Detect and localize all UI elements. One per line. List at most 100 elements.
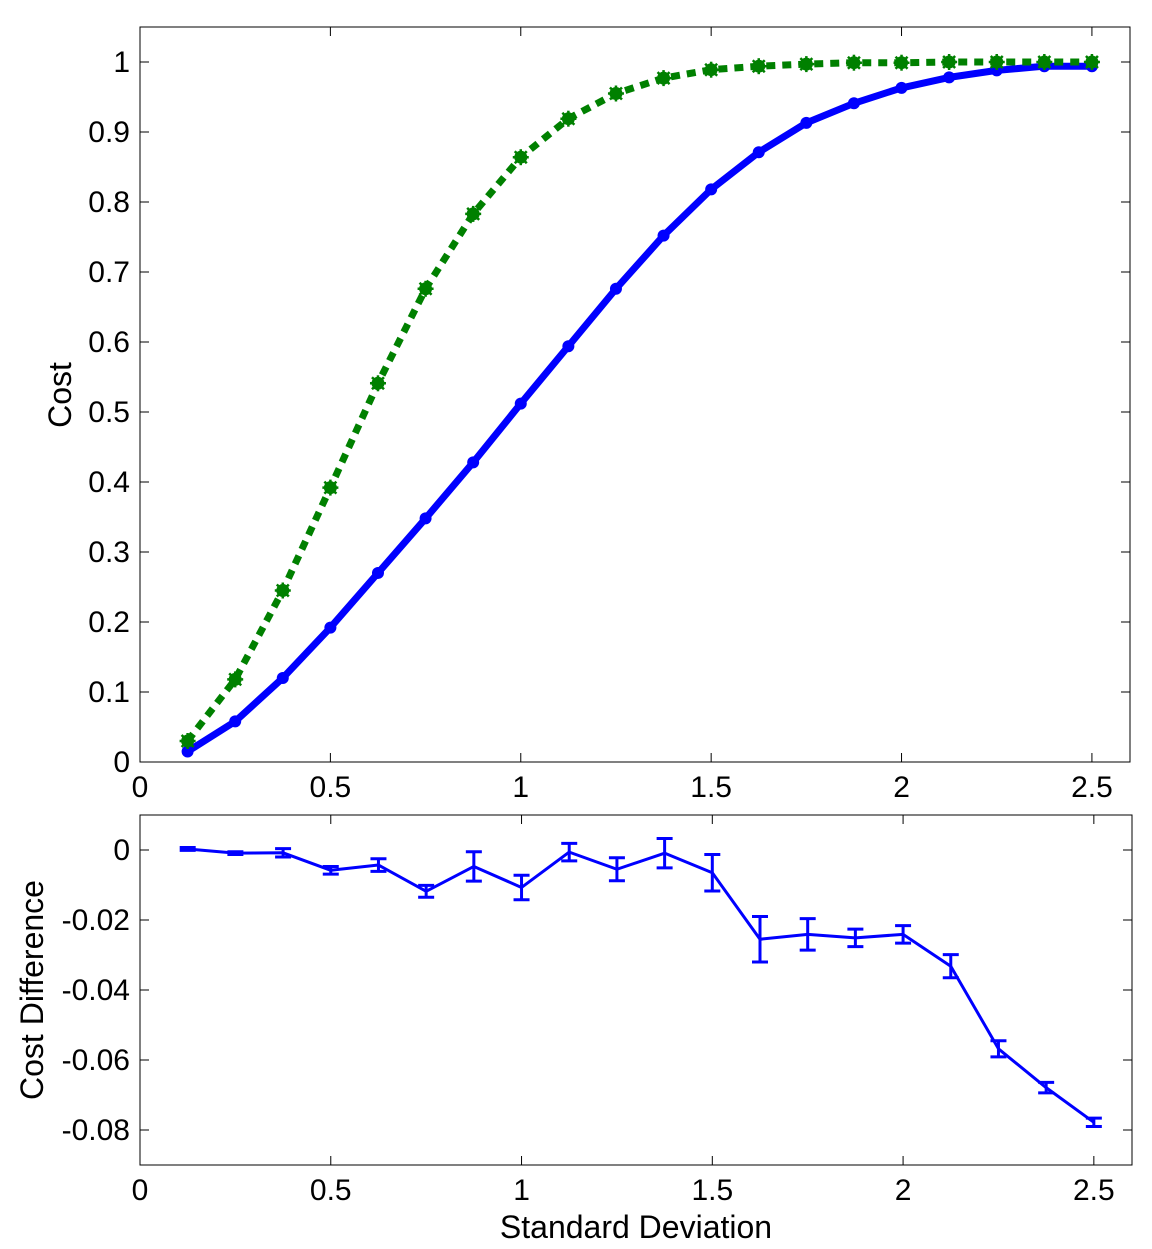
data-point-blue-solid (943, 71, 956, 84)
data-point-green-dotted (465, 205, 482, 222)
error-bar (275, 847, 292, 859)
top-x-tick-label: 2.5 (1071, 771, 1113, 804)
data-point-green-dotted (369, 375, 386, 392)
top-x-tick-label: 1.5 (690, 771, 732, 804)
bottom-ticks: 0 0.5 1 1.5 2 2.5 0 -0.02 -0.04 -0.06 -0.08 (62, 815, 1132, 1207)
error-bar (227, 850, 244, 857)
data-point-green-dotted (798, 56, 815, 73)
top-y-tick-label: 0.7 (88, 256, 130, 289)
data-point-green-dotted (1036, 54, 1053, 70)
data-point-blue-solid (895, 81, 908, 94)
error-bar (752, 915, 768, 964)
error-bar (656, 836, 673, 870)
top-x-tick-label: 0 (132, 771, 149, 804)
data-point-blue-solid (467, 456, 480, 469)
top-chart: 0 0.5 1 1.5 2 2.5 0 0.1 0.2 0.3 0.4 0.5 0.6 0.7 0.8 0.9… (42, 26, 1131, 804)
error-bar (561, 841, 578, 863)
data-point-blue-solid (705, 183, 718, 196)
data-point-green-dotted (560, 110, 577, 127)
data-point-green-dotted (607, 85, 624, 102)
top-y-tick-label: 0.6 (88, 326, 130, 359)
data-point-blue-solid (276, 672, 289, 684)
error-bar (799, 917, 816, 952)
top-y-tick-label: 1 (113, 46, 130, 79)
bottom-x-tick-label: 2 (895, 1174, 912, 1207)
top-y-axis-label: Cost (42, 362, 78, 428)
data-point-green-dotted (417, 280, 434, 297)
series-line-cost-difference (187, 847, 1095, 1124)
bottom-x-axis-label: Standard Deviation (500, 1209, 772, 1245)
error-bar (1085, 1116, 1102, 1128)
data-point-green-dotted (512, 149, 529, 166)
bottom-x-tick-label: 0.5 (310, 1174, 352, 1207)
bottom-y-tick-label: -0.04 (62, 974, 130, 1007)
top-x-tick-label: 1 (512, 771, 529, 804)
top-plot-frame (139, 26, 1131, 763)
top-y-tick-label: 0 (113, 746, 130, 779)
error-bar (513, 873, 530, 902)
data-point-green-dotted (750, 58, 767, 75)
top-y-tick-label: 0.1 (88, 676, 130, 709)
data-point-green-dotted (179, 733, 196, 749)
data-point-blue-solid (514, 397, 527, 410)
error-bar (418, 883, 435, 899)
error-bar (179, 846, 196, 852)
top-y-tick-label: 0.2 (88, 606, 130, 639)
error-bar (608, 856, 625, 883)
bottom-y-tick-label: -0.08 (62, 1114, 130, 1147)
bottom-series (179, 836, 1102, 1128)
data-point-blue-solid (752, 146, 765, 159)
data-point-green-dotted (655, 70, 672, 87)
bottom-x-tick-label: 1 (513, 1174, 530, 1207)
top-x-tick-label: 0.5 (310, 771, 352, 804)
error-bar (465, 850, 482, 883)
error-bar (1038, 1080, 1055, 1095)
top-y-tick-label: 0.9 (88, 116, 130, 149)
bottom-x-tick-label: 0 (132, 1174, 149, 1207)
bottom-y-tick-label: 0 (113, 834, 130, 867)
top-y-tick-label: 0.8 (88, 186, 130, 219)
error-bar (895, 924, 912, 945)
error-bar (942, 953, 959, 980)
data-point-green-dotted (845, 54, 862, 71)
bottom-y-tick-label: -0.06 (62, 1044, 130, 1077)
bottom-x-tick-label: 2.5 (1073, 1174, 1115, 1207)
data-point-blue-solid (419, 512, 432, 525)
data-point-blue-solid (657, 229, 670, 242)
data-point-blue-solid (609, 282, 622, 295)
data-point-blue-solid (181, 745, 194, 758)
data-point-green-dotted (227, 671, 244, 688)
data-point-blue-solid (371, 567, 384, 579)
data-point-green-dotted (703, 61, 720, 78)
data-point-green-dotted (274, 582, 291, 599)
bottom-y-tick-label: -0.02 (62, 904, 130, 937)
top-x-tick-label: 2 (893, 771, 910, 804)
error-bar (322, 864, 339, 876)
error-bar (847, 927, 864, 949)
series-line-green-dotted (184, 58, 1092, 744)
bottom-x-tick-label: 1.5 (691, 1174, 733, 1207)
error-bar (704, 853, 721, 893)
data-point-green-dotted (322, 479, 339, 496)
error-bar (370, 857, 387, 873)
bottom-chart: 0 0.5 1 1.5 2 2.5 0 -0.02 -0.04 -0.06 -0.08 Cost D… (14, 814, 1133, 1245)
top-ticks: 0 0.5 1 1.5 2 2.5 0 0.1 0.2 0.3 0.4 0.5 0.6 0.7 0.8 0.9… (88, 27, 1130, 804)
data-point-green-dotted (1083, 54, 1100, 70)
series-line-blue-solid (185, 62, 1092, 755)
data-point-blue-solid (847, 97, 860, 110)
data-point-green-dotted (941, 54, 958, 70)
top-y-tick-label: 0.5 (88, 396, 130, 429)
data-point-blue-solid (562, 340, 575, 353)
top-y-tick-label: 0.3 (88, 536, 130, 569)
data-point-blue-solid (800, 116, 813, 129)
data-point-blue-solid (229, 715, 242, 728)
top-y-tick-label: 0.4 (88, 466, 130, 499)
bottom-y-axis-label: Cost Difference (14, 880, 50, 1100)
data-point-green-dotted (893, 54, 910, 71)
top-series (179, 54, 1100, 758)
bottom-plot-frame (139, 814, 1133, 1166)
data-point-green-dotted (988, 54, 1005, 70)
error-bar (990, 1039, 1007, 1059)
data-point-blue-solid (324, 621, 337, 634)
